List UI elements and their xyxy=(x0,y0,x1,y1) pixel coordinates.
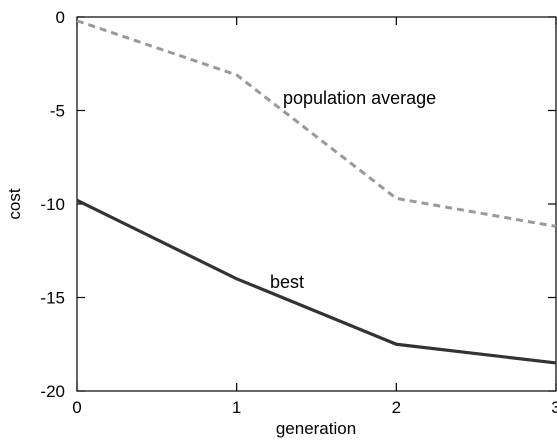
y-tick-label: 0 xyxy=(56,8,65,27)
x-tick-label: 2 xyxy=(392,398,401,417)
x-tick-label: 1 xyxy=(232,398,241,417)
series-line-population-average xyxy=(76,19,557,228)
axis-ticks xyxy=(76,16,557,392)
y-tick-label: -15 xyxy=(40,289,65,308)
x-tick-label: 0 xyxy=(72,398,81,417)
series-label-best: best xyxy=(270,272,304,292)
series-layer xyxy=(76,19,557,365)
series-label-population-average: population average xyxy=(283,88,436,108)
plot-frame xyxy=(76,16,557,392)
y-tick-label: -20 xyxy=(40,382,65,401)
y-tick-label: -5 xyxy=(50,102,65,121)
x-tick-label: 3 xyxy=(551,398,557,417)
tick-labels: 0 1 2 3 0 -5 -10 -15 -20 xyxy=(40,8,557,417)
y-axis-label: cost xyxy=(5,188,24,219)
x-axis-label: generation xyxy=(276,419,356,438)
y-tick-label: -10 xyxy=(40,195,65,214)
series-line-best xyxy=(76,198,557,365)
